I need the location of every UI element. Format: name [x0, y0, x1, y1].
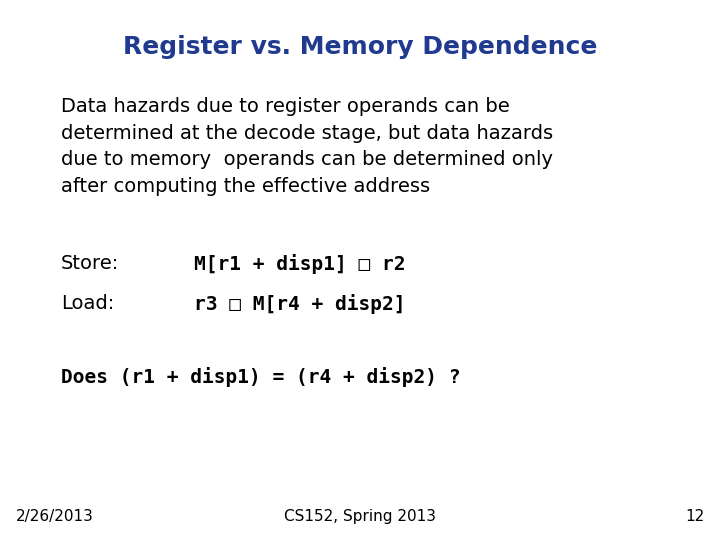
Text: 2/26/2013: 2/26/2013: [16, 509, 94, 524]
Text: Store:: Store:: [61, 254, 120, 273]
Text: Load:: Load:: [61, 294, 114, 313]
Text: CS152, Spring 2013: CS152, Spring 2013: [284, 509, 436, 524]
Text: r3 □ M[r4 + disp2]: r3 □ M[r4 + disp2]: [194, 294, 406, 314]
Text: 12: 12: [685, 509, 704, 524]
Text: Does (r1 + disp1) = (r4 + disp2) ?: Does (r1 + disp1) = (r4 + disp2) ?: [61, 367, 461, 387]
Text: M[r1 + disp1] □ r2: M[r1 + disp1] □ r2: [194, 254, 406, 274]
Text: Data hazards due to register operands can be
determined at the decode stage, but: Data hazards due to register operands ca…: [61, 97, 554, 195]
Text: Register vs. Memory Dependence: Register vs. Memory Dependence: [123, 35, 597, 59]
